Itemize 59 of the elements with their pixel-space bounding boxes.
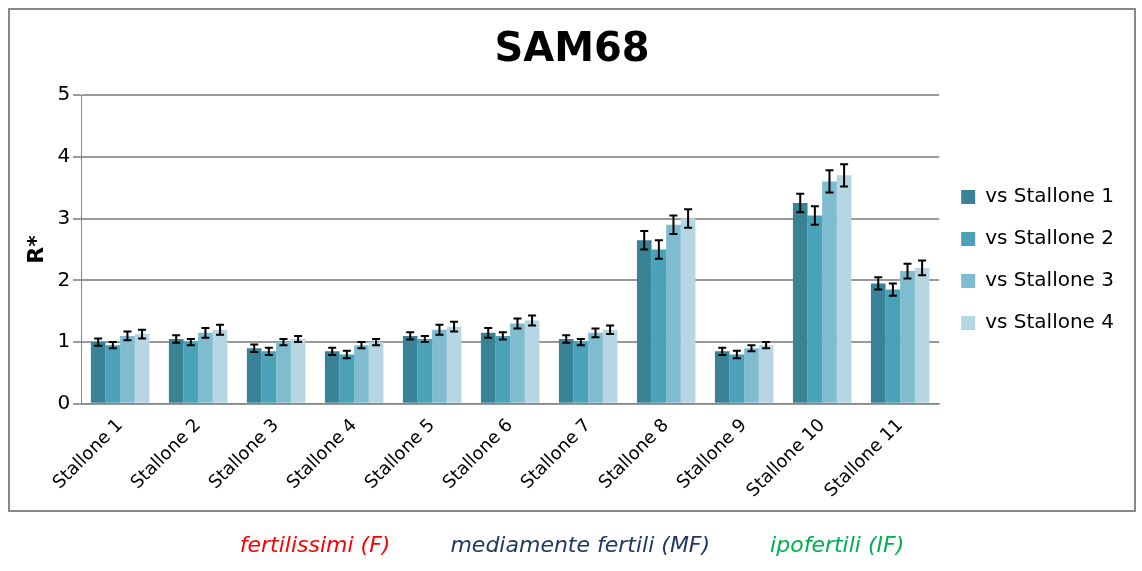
- bar: [714, 351, 730, 403]
- bar: [792, 203, 808, 403]
- bar: [602, 329, 618, 403]
- bar: [290, 339, 306, 403]
- bar: [870, 283, 886, 403]
- bar: [105, 345, 121, 403]
- bar: [368, 342, 384, 403]
- bar: [168, 339, 184, 403]
- y-tick-label: 4: [57, 142, 71, 167]
- bar: [402, 335, 418, 403]
- bar: [680, 218, 696, 403]
- legend-label: vs Stallone 2: [985, 225, 1115, 250]
- bar: [90, 342, 106, 403]
- bar: [261, 351, 277, 403]
- bar: [573, 342, 589, 403]
- bar: [636, 240, 652, 403]
- bar: [588, 332, 603, 403]
- bar: [480, 332, 496, 403]
- bar: [212, 329, 228, 403]
- bar: [183, 342, 199, 403]
- y-tick-label: 3: [57, 204, 71, 229]
- y-tick-label: 2: [57, 266, 71, 291]
- chart-title: SAM68: [494, 24, 650, 71]
- bar: [807, 215, 823, 403]
- bar: [758, 345, 774, 403]
- bar: [276, 342, 291, 403]
- y-tick-label: 1: [57, 328, 71, 353]
- bar: [120, 335, 135, 403]
- bar: [524, 320, 540, 403]
- bar: [432, 329, 447, 403]
- bar: [417, 339, 433, 403]
- legend-label: vs Stallone 1: [985, 183, 1115, 208]
- bar: [324, 351, 340, 403]
- text: mediamente fertili (MF): [450, 532, 711, 557]
- legend-label: vs Stallone 4: [985, 309, 1115, 334]
- bar: [510, 323, 525, 403]
- y-tick-label: 5: [57, 81, 71, 106]
- bar: [134, 334, 150, 403]
- bar: [914, 267, 930, 403]
- text: fertilissimi (F): [239, 532, 391, 557]
- bar: [885, 289, 901, 403]
- legend-label: vs Stallone 3: [985, 267, 1115, 292]
- bar: [495, 335, 511, 403]
- bar: [836, 175, 852, 403]
- y-axis-title: R*: [22, 234, 48, 264]
- bar: [900, 271, 915, 403]
- text: ipofertili (IF): [770, 532, 905, 557]
- bar: [446, 326, 462, 403]
- bar: [354, 345, 369, 403]
- bar: [339, 354, 355, 403]
- bar: [744, 348, 759, 403]
- y-tick-label: 0: [57, 390, 71, 415]
- bar: [651, 249, 667, 403]
- bar: [822, 181, 837, 403]
- bar: [198, 332, 213, 403]
- bar: [246, 348, 262, 403]
- bar: [729, 354, 745, 403]
- bar: [666, 224, 681, 403]
- bar: [558, 339, 574, 403]
